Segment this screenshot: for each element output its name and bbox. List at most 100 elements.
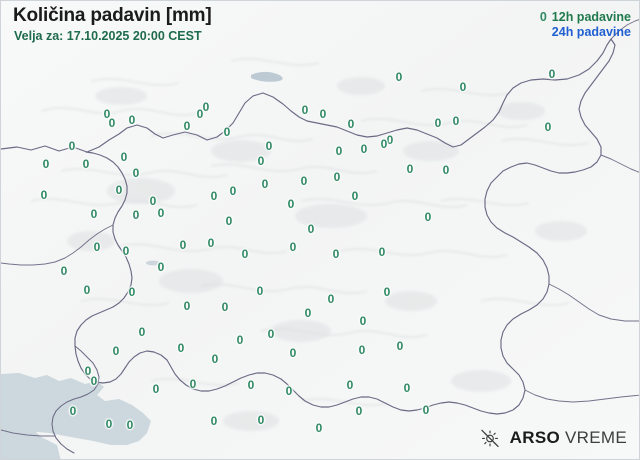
- station-marker: 0: [335, 144, 343, 158]
- station-marker: 0: [327, 292, 335, 306]
- station-marker: 0: [301, 103, 309, 117]
- station-marker: 0: [132, 166, 140, 180]
- station-marker: 0: [149, 194, 157, 208]
- adriatic-sea: [1, 373, 151, 445]
- station-marker: 0: [360, 142, 368, 156]
- station-marker: 0: [347, 117, 355, 131]
- station-marker: 0: [287, 197, 295, 211]
- station-marker: 0: [459, 80, 467, 94]
- station-marker: 0: [332, 247, 340, 261]
- station-marker: 0: [225, 214, 233, 228]
- station-marker: 0: [42, 157, 50, 171]
- station-marker: 0: [112, 344, 120, 358]
- station-marker: 0: [315, 421, 323, 435]
- station-marker: 0: [177, 341, 185, 355]
- station-marker: 0: [69, 404, 77, 418]
- station-marker: 0: [179, 238, 187, 252]
- station-marker: 0: [236, 333, 244, 347]
- station-marker: 0: [346, 378, 354, 392]
- station-marker: 0: [115, 183, 123, 197]
- station-marker: 0: [126, 418, 134, 432]
- brand-logo: ARSO VREME: [479, 427, 627, 449]
- station-marker: 0: [396, 339, 404, 353]
- station-marker: 0: [544, 120, 552, 134]
- legend-sample-value: 0: [539, 10, 547, 24]
- station-marker: 0: [319, 107, 327, 121]
- station-marker: 0: [403, 381, 411, 395]
- station-marker: 0: [285, 384, 293, 398]
- station-marker: 0: [196, 107, 204, 121]
- station-marker: 0: [210, 189, 218, 203]
- station-marker: 0: [202, 100, 210, 114]
- station-marker: 0: [229, 184, 237, 198]
- station-marker: 0: [157, 206, 165, 220]
- station-marker: 0: [257, 154, 265, 168]
- legend-label-24h: 24h padavine: [551, 24, 631, 39]
- station-marker: 0: [300, 174, 308, 188]
- station-marker: 0: [307, 222, 315, 236]
- station-marker: 0: [351, 189, 359, 203]
- station-marker: 0: [424, 210, 432, 224]
- neighbour-borders: [1, 19, 639, 437]
- station-marker: 0: [261, 177, 269, 191]
- station-marker: 0: [132, 208, 140, 222]
- station-marker: 0: [122, 244, 130, 258]
- station-marker: 0: [257, 413, 265, 427]
- station-marker: 0: [333, 170, 341, 184]
- station-marker: 0: [380, 137, 388, 151]
- station-marker: 0: [386, 133, 394, 147]
- station-marker: 0: [90, 207, 98, 221]
- station-marker: 0: [223, 125, 231, 139]
- station-marker: 0: [358, 343, 366, 357]
- station-marker: 0: [128, 285, 136, 299]
- station-marker: 0: [241, 247, 249, 261]
- station-marker: 0: [152, 382, 160, 396]
- sun-rays-icon: [480, 429, 499, 448]
- station-marker: 0: [183, 299, 191, 313]
- station-marker: 0: [383, 285, 391, 299]
- legend: 0 12h padavine 24h padavine: [540, 10, 631, 40]
- lake: [251, 71, 283, 82]
- station-marker: 0: [289, 240, 297, 254]
- station-marker: 0: [40, 188, 48, 202]
- station-marker: 0: [355, 404, 363, 418]
- terrain-relief: [30, 58, 590, 406]
- station-marker: 0: [378, 245, 386, 259]
- station-marker: 0: [157, 260, 165, 274]
- station-marker: 0: [210, 414, 218, 428]
- station-marker: 0: [267, 327, 275, 341]
- station-marker: 0: [183, 119, 191, 133]
- brand-name-vreme: VREME: [565, 428, 627, 447]
- legend-label-12h: 12h padavine: [551, 10, 631, 24]
- station-marker: 0: [103, 107, 111, 121]
- station-marker: 0: [221, 300, 229, 314]
- station-marker: 0: [60, 264, 68, 278]
- brand-text: ARSO VREME: [510, 428, 627, 448]
- station-marker: 0: [256, 284, 264, 298]
- station-marker: 0: [68, 139, 76, 153]
- station-marker: 0: [442, 163, 450, 177]
- station-marker: 0: [90, 374, 98, 388]
- station-marker: 0: [395, 70, 403, 84]
- station-marker: 0: [108, 116, 116, 130]
- station-marker: 0: [128, 113, 136, 127]
- station-marker: 0: [105, 417, 113, 431]
- station-marker: 0: [120, 150, 128, 164]
- station-marker: 0: [406, 162, 414, 176]
- station-marker: 0: [304, 306, 312, 320]
- station-marker: 0: [207, 236, 215, 250]
- station-marker: 0: [548, 67, 556, 81]
- legend-row-12h: 0 12h padavine: [540, 10, 631, 25]
- station-marker: 0: [83, 283, 91, 297]
- brand-name-arso: ARSO: [509, 428, 560, 447]
- station-marker: 0: [84, 364, 92, 378]
- station-marker: 0: [289, 346, 297, 360]
- trieste-bay: [1, 374, 61, 459]
- station-marker: 0: [247, 378, 255, 392]
- terrain-patches: [67, 77, 587, 431]
- station-marker: 0: [189, 377, 197, 391]
- station-marker: 0: [93, 240, 101, 254]
- station-marker: 0: [211, 352, 219, 366]
